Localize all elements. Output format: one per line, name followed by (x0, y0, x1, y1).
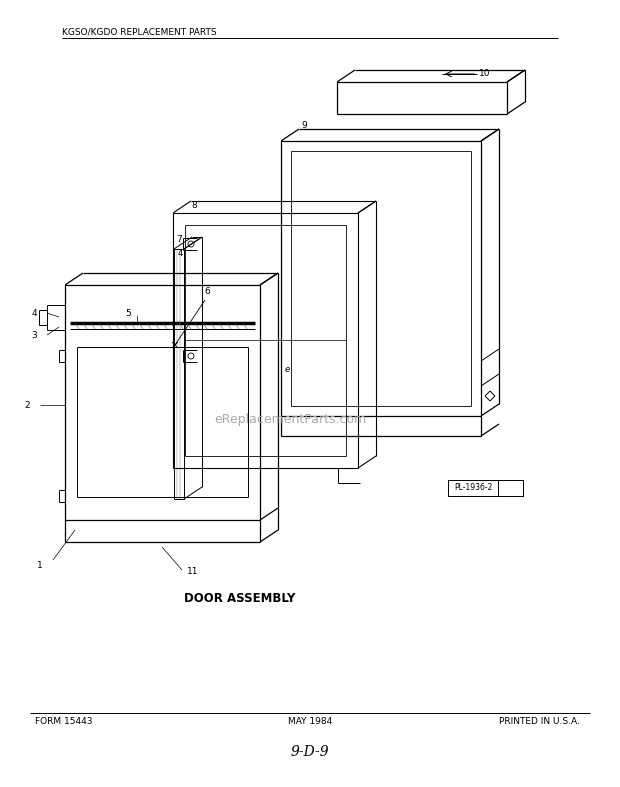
Text: 4: 4 (32, 309, 37, 317)
Text: 10: 10 (479, 69, 490, 79)
Text: 1: 1 (37, 560, 43, 570)
Text: 4: 4 (178, 249, 184, 257)
Text: 6: 6 (204, 287, 210, 297)
Bar (448, 480, 523, 496)
Text: 9-D-9: 9-D-9 (291, 745, 329, 759)
Text: 7: 7 (176, 235, 182, 243)
Text: PRINTED IN U.S.A.: PRINTED IN U.S.A. (499, 718, 580, 726)
Bar (498, 480, 523, 496)
Text: KGSO/KGDO REPLACEMENT PARTS: KGSO/KGDO REPLACEMENT PARTS (62, 28, 216, 36)
Text: 5: 5 (125, 309, 131, 317)
Text: FORM 15443: FORM 15443 (35, 718, 92, 726)
Text: 8: 8 (191, 201, 197, 209)
Text: 3: 3 (31, 331, 37, 339)
Text: e: e (285, 365, 290, 375)
Text: PL-1936-2: PL-1936-2 (454, 483, 492, 493)
Text: eReplacementParts.com: eReplacementParts.com (214, 413, 366, 427)
Text: MAY 1984: MAY 1984 (288, 718, 332, 726)
Text: 9: 9 (301, 121, 307, 131)
Text: 2: 2 (24, 401, 30, 409)
Text: DOOR ASSEMBLY: DOOR ASSEMBLY (184, 592, 296, 604)
Text: 11: 11 (187, 567, 198, 577)
